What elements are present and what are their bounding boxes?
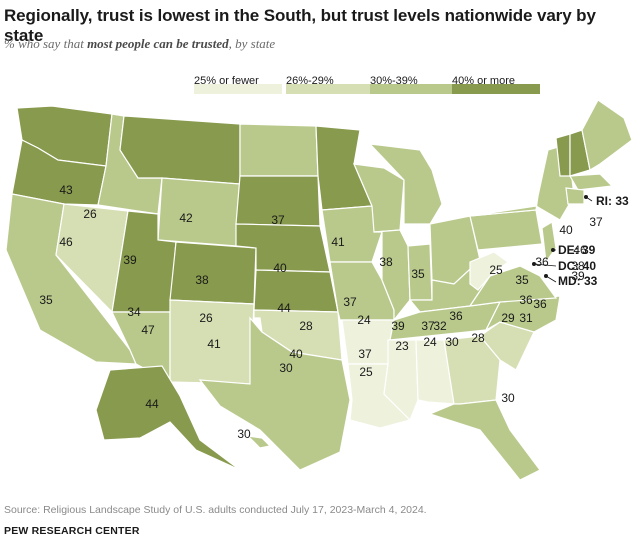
state-label-ky: 30 [445,335,459,349]
callout-label-de: DE: 39 [558,243,596,257]
state-label-ny: 36 [535,255,549,269]
state-label-mn: 41 [331,235,345,249]
callout-dot-de [551,248,555,252]
state-label-il: 39 [391,319,405,333]
state-ia [321,205,383,263]
state-label-nc: 31 [519,311,533,325]
callout-line-dc [533,263,557,267]
state-nd [239,123,319,177]
state-label-nd: 37 [271,213,285,227]
callout-label-dc: DC: 40 [558,259,596,273]
state-label-me: 37 [589,215,603,229]
state-label-ak: 44 [145,397,159,411]
state-label-ia: 37 [343,295,357,309]
state-mi [368,143,443,225]
state-label-va: 36 [519,293,533,307]
legend-swatch-3 [370,84,458,94]
callout-dot-dc [532,262,536,266]
state-label-sc: 29 [501,311,515,325]
state-wy [157,177,241,247]
state-ma [569,173,614,191]
state-label-hi: 30 [237,427,251,441]
state-fl [428,399,541,481]
state-label-ct: 39 [571,269,585,283]
state-label-wy: 38 [195,273,209,287]
state-label-nj: 36 [533,297,547,311]
state-label-ga: 28 [471,331,485,345]
state-label-wi: 38 [379,255,393,269]
state-label-fl: 30 [501,391,515,405]
state-tx [198,316,351,471]
callout-dot-md [544,274,548,278]
state-label-ms: 23 [395,339,409,353]
state-label-mo: 37 [358,347,372,361]
callout-label-md: MD: 33 [558,274,598,288]
state-label-id: 39 [123,253,137,267]
subtitle-post: , by state [228,36,276,51]
state-label-wa: 43 [59,183,73,197]
state-ct [565,187,585,205]
state-label-oh: 36 [449,309,463,323]
state-label-tx: 30 [279,361,293,375]
state-co [169,241,257,305]
state-label-wv: 25 [489,263,503,277]
callout-dot-ri [584,195,588,199]
legend-swatch-4 [452,84,540,94]
state-label-al: 24 [423,335,437,349]
subtitle-pre: % who say that [4,36,88,51]
state-nj [541,221,557,264]
state-me [581,99,633,171]
state-ak [95,365,241,471]
state-label-mi: 35 [411,267,425,281]
state-label-ks: 40 [289,347,303,361]
legend-swatch-1 [194,84,282,94]
state-label-or: 46 [59,235,73,249]
state-label-az: 34 [127,305,141,319]
legend-swatch-2 [286,84,374,94]
source-note: Source: Religious Landscape Study of U.S… [4,504,427,516]
state-label-pa: 35 [515,273,529,287]
state-label-tn: 32 [433,319,447,333]
state-label-nv: 26 [83,207,97,221]
state-label-vt: 40 [559,223,573,237]
state-ks [253,269,339,313]
state-label-sd: 40 [273,261,287,275]
chart-subtitle: % who say that most people can be truste… [4,36,275,52]
state-label-la: 25 [359,365,373,379]
subtitle-bold: most people can be trusted [87,36,229,51]
state-label-ut: 47 [141,323,155,337]
state-label-mt: 42 [179,211,193,225]
state-label-in: 37 [421,319,435,333]
state-label-ne: 44 [277,301,291,315]
state-label-ar: 24 [357,313,371,327]
state-hi [246,435,272,449]
callout-label-ri: RI: 33 [596,194,629,208]
chart-title: Regionally, trust is lowest in the South… [4,6,596,45]
state-label-ok: 28 [299,319,313,333]
state-label-nh: 46 [573,243,587,257]
state-pa [469,209,543,251]
state-mt [119,115,241,185]
state-label-nm: 26 [199,311,213,325]
state-wv [469,251,510,291]
state-label-ma: 38 [571,259,585,273]
org-name: PEW RESEARCH CENTER [4,525,140,537]
state-label-ca: 35 [39,293,53,307]
state-label-co: 41 [207,337,221,351]
state-al [415,339,455,405]
